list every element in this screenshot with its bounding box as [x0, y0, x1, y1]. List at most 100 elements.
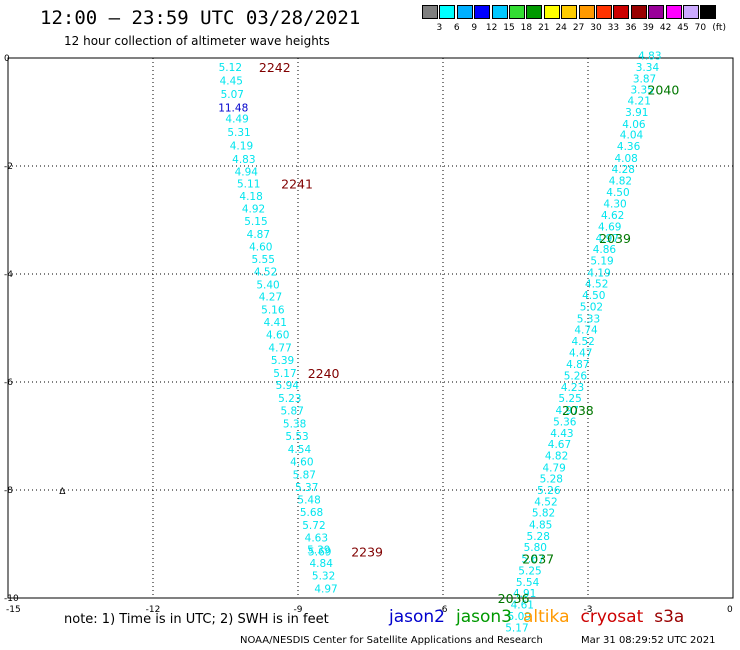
data-value-label: 4.79	[542, 462, 565, 474]
pass-time-label: 2241	[281, 176, 313, 191]
pass-time-label: 2040	[647, 82, 679, 97]
data-value-label: 4.84	[310, 558, 334, 570]
data-value-label: 4.52	[571, 336, 594, 348]
scale-swatch	[456, 5, 473, 19]
data-value-label: 4.60	[249, 241, 272, 253]
y-tick-label: 0	[4, 54, 10, 64]
pass-time-label: 2039	[599, 231, 631, 246]
scale-label: 39	[642, 23, 654, 33]
data-value-label: 5.25	[518, 565, 541, 577]
data-value-label: 4.60	[266, 329, 289, 341]
legend-entry: jason2	[389, 607, 445, 627]
chart-subtitle: 12 hour collection of altimeter wave hei…	[64, 34, 330, 48]
data-value-label: 4.30	[603, 198, 626, 210]
data-value-label: 3.34	[636, 62, 660, 74]
y-tick-label: -6	[4, 378, 13, 388]
scale-label: 15	[503, 23, 515, 33]
legend-entry: cryosat	[580, 607, 644, 627]
data-value-label: 5.17	[505, 623, 528, 635]
data-value-label: 4.87	[566, 359, 589, 371]
data-value-label: 4.18	[239, 191, 262, 203]
x-tick-label: -12	[146, 605, 161, 615]
data-value-label: 5.15	[244, 216, 267, 228]
x-tick-label: -6	[439, 605, 448, 615]
scale-label: 30	[590, 23, 602, 33]
data-value-label: 11.48	[218, 103, 248, 115]
data-value-label: 5.53	[285, 431, 308, 443]
pass-time-label: 2242	[259, 60, 291, 75]
data-value-label: 5.39	[307, 544, 330, 556]
scale-label: 21	[538, 23, 550, 33]
x-tick-label: 0	[727, 605, 733, 615]
scale-label: 6	[453, 23, 460, 33]
scale-swatch	[630, 5, 647, 19]
data-value-label: 5.94	[276, 380, 300, 392]
data-value-label: 4.60	[290, 456, 313, 468]
credit-timestamp: Mar 31 08:29:52 UTC 2021	[581, 635, 716, 646]
data-value-label: 5.39	[271, 355, 294, 367]
y-tick-label: -4	[4, 270, 13, 280]
scale-swatch	[526, 5, 543, 19]
scale-swatch	[578, 5, 595, 19]
data-value-label: 5.23	[278, 393, 301, 405]
data-value-label: 4.97	[556, 405, 579, 417]
scale-swatch	[474, 5, 491, 19]
data-value-label: 5.26	[564, 371, 588, 383]
scale-label: 70	[694, 23, 707, 33]
data-value-label: 4.08	[614, 153, 637, 165]
data-value-label: 4.83	[232, 154, 255, 166]
scale-label: 12	[485, 23, 498, 33]
data-value-label: 5.72	[302, 520, 325, 532]
data-value-label: 5.55	[252, 254, 275, 266]
data-value-label: 4.69	[598, 221, 621, 233]
data-value-label: 5.68	[300, 507, 323, 519]
data-value-label: 5.25	[558, 393, 581, 405]
data-value-label: 4.50	[582, 290, 605, 302]
data-value-label: 4.61	[511, 599, 534, 611]
location-marker: ∆	[58, 487, 66, 497]
data-value-label: 5.87	[281, 406, 304, 418]
data-value-label: 5.07	[221, 89, 244, 101]
y-tick-label: -10	[4, 594, 19, 604]
legend-entry: jason3	[456, 607, 512, 627]
scale-label: 18	[520, 23, 533, 33]
data-value-label: 4.97	[314, 583, 337, 595]
data-value-label: 4.97	[596, 233, 619, 245]
data-value-label: 5.82	[532, 508, 555, 520]
data-value-label: 4.87	[247, 229, 270, 241]
data-value-label: 4.94	[235, 166, 259, 178]
scale-swatch	[491, 5, 508, 19]
x-tick-label: -15	[6, 605, 21, 615]
scale-swatch	[422, 5, 438, 19]
scale-swatch	[439, 5, 456, 19]
data-value-label: 5.16	[261, 305, 285, 317]
y-tick-label: -8	[4, 486, 13, 496]
data-value-label: 4.67	[548, 439, 571, 451]
data-value-label: 4.86	[593, 244, 617, 256]
scale-swatch	[561, 5, 578, 19]
data-value-label: 4.50	[606, 187, 629, 199]
data-value-label: 5.67	[521, 554, 544, 566]
data-value-label: 4.82	[545, 450, 568, 462]
data-value-label: 5.26	[537, 485, 561, 497]
credit-line: NOAA/NESDIS Center for Satellite Applica…	[240, 635, 543, 646]
data-value-label: 3.87	[633, 74, 656, 86]
y-tick-label: -2	[4, 162, 13, 172]
scale-swatch	[683, 5, 699, 19]
data-value-label: 4.91	[513, 588, 536, 600]
scale-label: 3	[436, 23, 443, 33]
scale-swatch	[613, 5, 630, 19]
data-value-label: 4.43	[550, 428, 573, 440]
chart-title: 12:00 – 23:59 UTC 03/28/2021	[40, 7, 361, 29]
plot-frame	[7, 57, 734, 599]
data-value-label: 5.28	[540, 474, 563, 486]
data-value-label: 5.12	[219, 62, 242, 74]
data-value-label: 5.32	[312, 570, 335, 582]
data-value-label: 5.31	[227, 127, 250, 139]
data-value-label: 5.37	[295, 482, 318, 494]
scale-label: 36	[625, 23, 637, 33]
data-value-label: 4.47	[569, 347, 592, 359]
data-value-label: 5.19	[590, 256, 613, 268]
data-value-label: 4.41	[264, 317, 287, 329]
x-tick-label: -9	[294, 605, 303, 615]
